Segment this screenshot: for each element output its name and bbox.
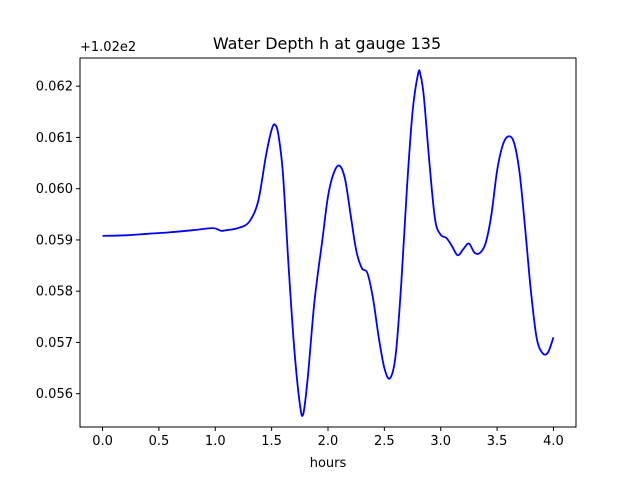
x-tick-label: 4.0: [543, 434, 564, 449]
x-tick-label: 0.5: [149, 434, 170, 449]
x-tick-label: 3.5: [487, 434, 508, 449]
x-tick-label: 2.5: [374, 434, 395, 449]
plot-frame: [79, 57, 577, 428]
y-tick-label: 0.062: [36, 80, 73, 95]
y-tick-label: 0.057: [36, 336, 73, 351]
y-axis: 0.056 0.057 0.058 0.059 0.060 0.061 0.062: [36, 80, 80, 402]
x-tick-label: 1.0: [205, 434, 226, 449]
x-tick-label: 2.0: [318, 434, 339, 449]
plot-area: [102, 69, 555, 417]
y-offset-label: +1.02e2: [80, 40, 136, 55]
x-axis-title: hours: [310, 456, 347, 471]
x-tick-label: 3.0: [430, 434, 451, 449]
x-tick-label: 1.5: [261, 434, 282, 449]
chart-title: Water Depth h at gauge 135: [213, 34, 441, 53]
series-line: [102, 69, 555, 417]
y-tick-label: 0.058: [36, 285, 73, 300]
y-tick-label: 0.061: [36, 131, 73, 146]
y-tick-label: 0.056: [36, 387, 73, 402]
y-tick-label: 0.059: [36, 233, 73, 248]
x-axis: 0.0 0.5 1.0 1.5 2.0 2.5 3.0 3.5 4.0: [92, 427, 564, 449]
x-tick-label: 0.0: [92, 434, 113, 449]
y-tick-label: 0.060: [36, 182, 73, 197]
